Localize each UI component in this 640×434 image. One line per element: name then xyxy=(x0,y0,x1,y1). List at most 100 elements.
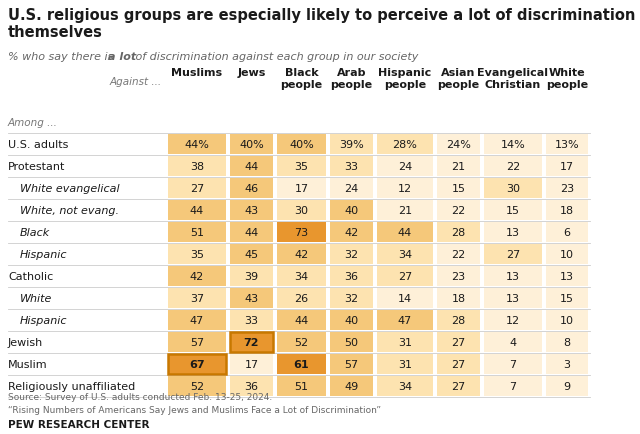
Bar xyxy=(437,201,480,220)
Bar xyxy=(546,288,588,308)
Bar xyxy=(437,288,480,308)
Text: 35: 35 xyxy=(190,250,204,260)
Text: 22: 22 xyxy=(506,161,520,171)
Text: 57: 57 xyxy=(190,337,204,347)
Text: Hispanic
people: Hispanic people xyxy=(378,68,431,89)
Text: 22: 22 xyxy=(451,206,466,216)
Bar xyxy=(168,178,226,198)
Bar xyxy=(230,354,273,374)
Text: 44%: 44% xyxy=(184,140,209,150)
Text: 27: 27 xyxy=(506,250,520,260)
Text: 28%: 28% xyxy=(392,140,417,150)
Text: 40: 40 xyxy=(344,315,358,325)
Bar xyxy=(484,310,542,330)
Text: 52: 52 xyxy=(190,381,204,391)
Bar xyxy=(377,376,433,396)
Bar xyxy=(230,244,273,264)
Text: 43: 43 xyxy=(244,293,259,303)
Text: 24: 24 xyxy=(344,184,358,194)
Text: 35: 35 xyxy=(294,161,308,171)
Text: Arab
people: Arab people xyxy=(330,68,372,89)
Text: 44: 44 xyxy=(294,315,308,325)
Text: 37: 37 xyxy=(190,293,204,303)
Bar xyxy=(546,310,588,330)
Text: 30: 30 xyxy=(294,206,308,216)
Text: 57: 57 xyxy=(344,359,358,369)
Text: 6: 6 xyxy=(563,227,570,237)
Bar xyxy=(230,223,273,243)
Text: 32: 32 xyxy=(344,250,358,260)
Text: 46: 46 xyxy=(244,184,259,194)
Bar xyxy=(330,178,373,198)
Text: 31: 31 xyxy=(398,359,412,369)
Text: 12: 12 xyxy=(506,315,520,325)
Text: 44: 44 xyxy=(244,161,259,171)
Text: 17: 17 xyxy=(560,161,574,171)
Bar xyxy=(484,376,542,396)
Text: “Rising Numbers of Americans Say Jews and Muslims Face a Lot of Discrimination”: “Rising Numbers of Americans Say Jews an… xyxy=(8,405,381,414)
Bar xyxy=(168,310,226,330)
Bar xyxy=(437,310,480,330)
Bar xyxy=(546,201,588,220)
Text: 21: 21 xyxy=(398,206,412,216)
Text: 44: 44 xyxy=(398,227,412,237)
Text: Religiously unaffiliated: Religiously unaffiliated xyxy=(8,381,135,391)
Text: White, not evang.: White, not evang. xyxy=(20,206,119,216)
Text: 44: 44 xyxy=(190,206,204,216)
Bar xyxy=(377,354,433,374)
Bar xyxy=(168,157,226,177)
Text: White: White xyxy=(20,293,52,303)
Bar xyxy=(168,354,226,374)
Bar xyxy=(168,332,226,352)
Bar xyxy=(546,135,588,155)
Bar xyxy=(546,354,588,374)
Text: U.S. adults: U.S. adults xyxy=(8,140,68,150)
Bar xyxy=(437,376,480,396)
Bar xyxy=(330,310,373,330)
Text: 27: 27 xyxy=(398,271,412,281)
Bar xyxy=(230,157,273,177)
Text: 50: 50 xyxy=(344,337,358,347)
Text: Against ...: Against ... xyxy=(110,77,162,87)
Text: of discrimination against each group in our society: of discrimination against each group in … xyxy=(132,52,419,62)
Text: 13: 13 xyxy=(506,271,520,281)
Bar xyxy=(437,178,480,198)
Text: Among ...: Among ... xyxy=(8,118,58,128)
Bar xyxy=(330,266,373,286)
Text: a lot: a lot xyxy=(108,52,136,62)
Bar xyxy=(230,332,273,352)
Text: 33: 33 xyxy=(344,161,358,171)
Text: 27: 27 xyxy=(451,359,466,369)
Text: 39: 39 xyxy=(244,271,259,281)
Bar xyxy=(437,244,480,264)
Bar xyxy=(484,223,542,243)
Bar xyxy=(377,135,433,155)
Text: Jewish: Jewish xyxy=(8,337,44,347)
Text: PEW RESEARCH CENTER: PEW RESEARCH CENTER xyxy=(8,419,150,429)
Bar xyxy=(230,201,273,220)
Text: 13: 13 xyxy=(560,271,574,281)
Bar xyxy=(168,354,226,374)
Text: 23: 23 xyxy=(451,271,465,281)
Text: Muslim: Muslim xyxy=(8,359,47,369)
Text: 7: 7 xyxy=(509,381,516,391)
Text: 15: 15 xyxy=(506,206,520,216)
Bar xyxy=(437,354,480,374)
Text: 40%: 40% xyxy=(239,140,264,150)
Text: 40: 40 xyxy=(344,206,358,216)
Bar xyxy=(330,157,373,177)
Bar xyxy=(437,157,480,177)
Bar xyxy=(168,288,226,308)
Text: 17: 17 xyxy=(244,359,259,369)
Bar xyxy=(377,157,433,177)
Bar xyxy=(546,376,588,396)
Text: 52: 52 xyxy=(294,337,308,347)
Bar xyxy=(377,266,433,286)
Text: 13: 13 xyxy=(506,227,520,237)
Bar xyxy=(330,288,373,308)
Bar xyxy=(546,244,588,264)
Text: 26: 26 xyxy=(294,293,308,303)
Text: 34: 34 xyxy=(398,250,412,260)
Bar xyxy=(168,135,226,155)
Text: 42: 42 xyxy=(294,250,308,260)
